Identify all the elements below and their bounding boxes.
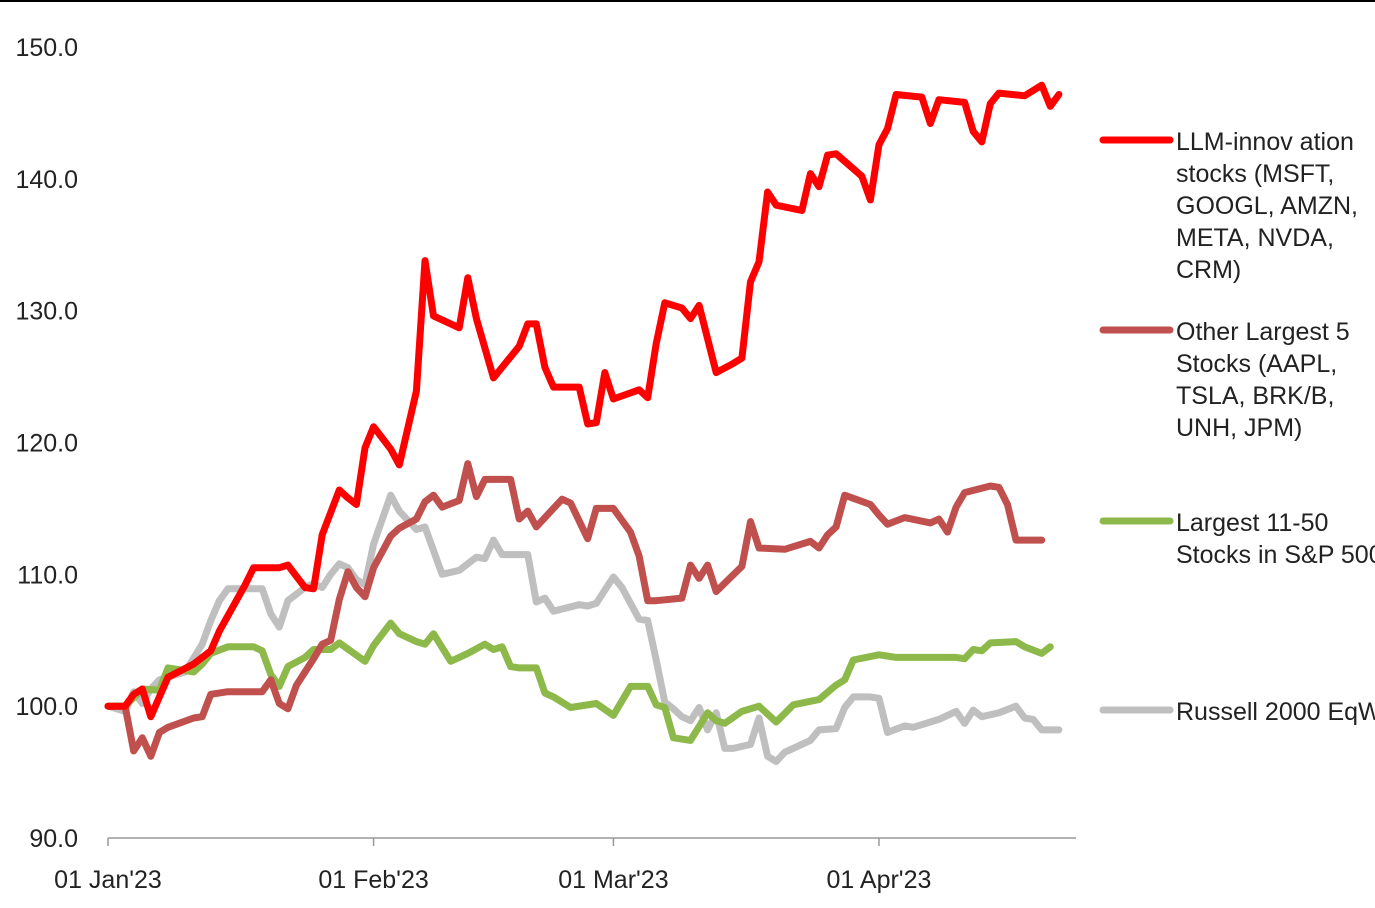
legend-label-2: Stocks (AAPL, [1176, 350, 1337, 378]
legend-label-4: Russell 2000 EqW [1176, 698, 1375, 726]
x-tick-label: 01 Mar'23 [558, 866, 668, 894]
legend-label-1: LLM-innov ation [1176, 128, 1354, 156]
legend-label-3: Largest 11-50 [1176, 509, 1328, 537]
x-tick-label: 01 Feb'23 [318, 866, 428, 894]
y-tick-label: 110.0 [17, 561, 78, 589]
series-line-4 [104, 491, 1063, 765]
legend-label-2: TSLA, BRK/B, [1176, 382, 1334, 410]
series-lines [104, 81, 1063, 765]
series-line-1 [104, 81, 1063, 721]
series-line-3 [104, 619, 1054, 744]
y-tick-label: 120.0 [15, 430, 78, 458]
legend-label-2: UNH, JPM) [1176, 414, 1302, 442]
series-line-2 [104, 460, 1046, 760]
y-tick-label: 130.0 [15, 298, 78, 326]
legend-label-1: CRM) [1176, 256, 1241, 284]
legend-label-1: stocks (MSFT, [1176, 160, 1334, 188]
legend-label-3: Stocks in S&P 500 [1176, 541, 1375, 569]
y-tick-label: 90.0 [29, 825, 78, 853]
y-tick-label: 100.0 [15, 693, 78, 721]
legend: LLM-innov ation stocks (MSFT, GOOGL, AMZN,… [1099, 128, 1375, 726]
axes: 90.0 100.0 110.0 120.0 130.0 140.0 150.0 01 Jan… [15, 34, 1076, 894]
legend-label-2: Other Largest 5 [1176, 318, 1350, 346]
x-tick-label: 01 Jan'23 [54, 866, 162, 894]
legend-label-1: GOOGL, AMZN, [1176, 192, 1358, 220]
x-tick-label: 01 Apr'23 [827, 866, 932, 894]
y-tick-label: 140.0 [15, 166, 78, 194]
legend-label-1: META, NVDA, [1176, 224, 1334, 252]
y-tick-label: 150.0 [15, 34, 78, 62]
